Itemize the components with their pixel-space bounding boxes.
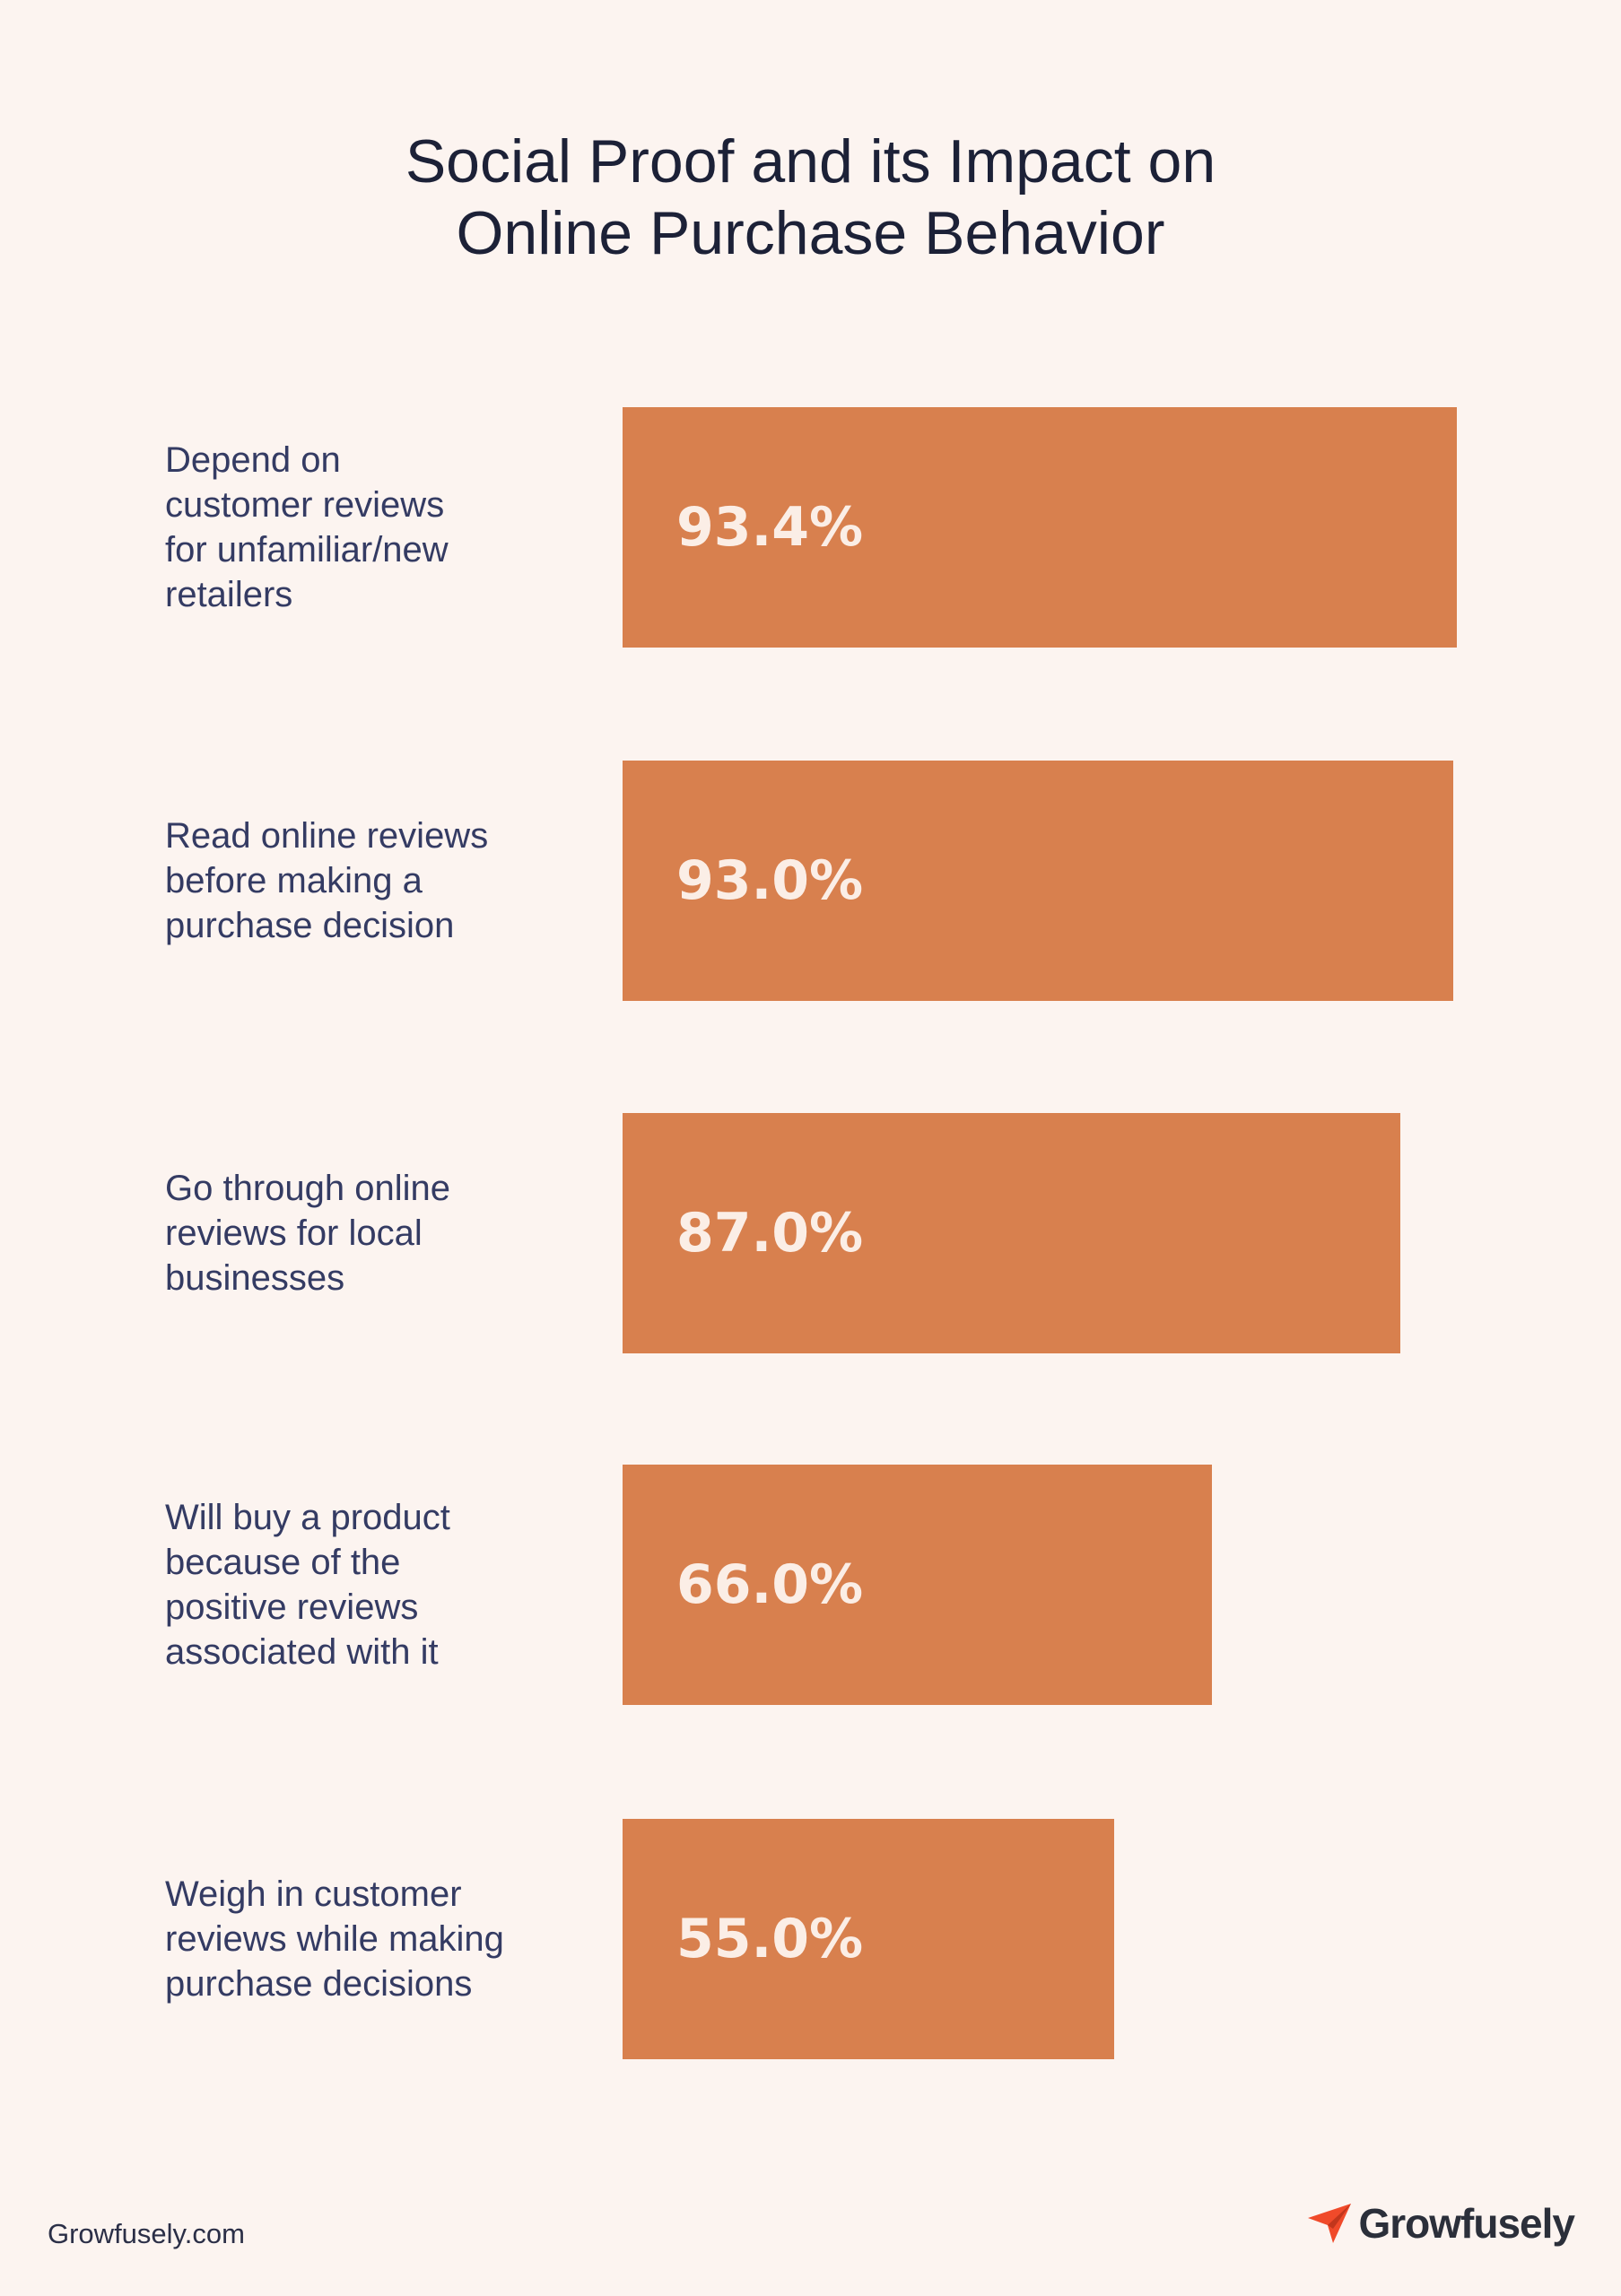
category-label: Depend on customer reviews for unfamiliar/… <box>165 407 578 648</box>
category-label-line: before making a <box>165 861 423 900</box>
chart-title: Social Proof and its Impact on Online Pu… <box>0 126 1621 269</box>
chart-title-line-2: Online Purchase Behavior <box>456 199 1165 267</box>
category-label: Will buy a product because of the positive… <box>165 1465 578 1705</box>
category-label-line: Go through online <box>165 1169 451 1208</box>
bar-value-label: 66.0% <box>676 1553 864 1616</box>
bar-value-label: 55.0% <box>676 1908 864 1970</box>
category-label-line: retailers <box>165 575 293 614</box>
category-label-text: Go through online reviews for local busine… <box>165 1166 450 1300</box>
bar-value-label: 87.0% <box>676 1202 864 1265</box>
category-label-line: Depend on <box>165 440 341 480</box>
category-label-text: Weigh in customer reviews while making pur… <box>165 1872 504 2006</box>
category-label-line: customer reviews <box>165 485 445 525</box>
category-label-line: associated with it <box>165 1632 439 1672</box>
bar: 87.0% <box>623 1113 1400 1353</box>
brand-logo-text: Growfusely <box>1358 2200 1575 2247</box>
bar: 93.4% <box>623 407 1457 648</box>
bar: 93.0% <box>623 761 1453 1001</box>
category-label-line: reviews while making <box>165 1919 504 1959</box>
category-label-line: businesses <box>165 1258 345 1298</box>
category-label-line: for unfamiliar/new <box>165 530 449 570</box>
category-label: Weigh in customer reviews while making pur… <box>165 1819 578 2059</box>
category-label-line: positive reviews <box>165 1587 419 1627</box>
category-label-text: Will buy a product because of the positive… <box>165 1495 450 1674</box>
category-label-line: Will buy a product <box>165 1498 450 1537</box>
chart-title-line-1: Social Proof and its Impact on <box>405 127 1216 196</box>
category-label-line: because of the <box>165 1543 401 1582</box>
bar: 55.0% <box>623 1819 1114 2059</box>
category-label-line: purchase decisions <box>165 1964 473 2004</box>
category-label: Go through online reviews for local busine… <box>165 1113 578 1353</box>
bar-value-label: 93.4% <box>676 496 864 559</box>
bar: 66.0% <box>623 1465 1212 1705</box>
paper-plane-icon <box>1308 2204 1352 2243</box>
category-label-line: reviews for local <box>165 1213 423 1253</box>
brand-logo: Growfusely <box>1306 2199 1575 2248</box>
footer-url[interactable]: Growfusely.com <box>48 2218 245 2249</box>
category-label-text: Read online reviews before making a purcha… <box>165 813 488 948</box>
category-label: Read online reviews before making a purcha… <box>165 761 578 1001</box>
category-label-line: Weigh in customer <box>165 1874 462 1914</box>
category-label-line: purchase decision <box>165 906 455 945</box>
category-label-line: Read online reviews <box>165 816 489 856</box>
category-label-text: Depend on customer reviews for unfamiliar/… <box>165 438 449 617</box>
bar-value-label: 93.0% <box>676 849 864 912</box>
